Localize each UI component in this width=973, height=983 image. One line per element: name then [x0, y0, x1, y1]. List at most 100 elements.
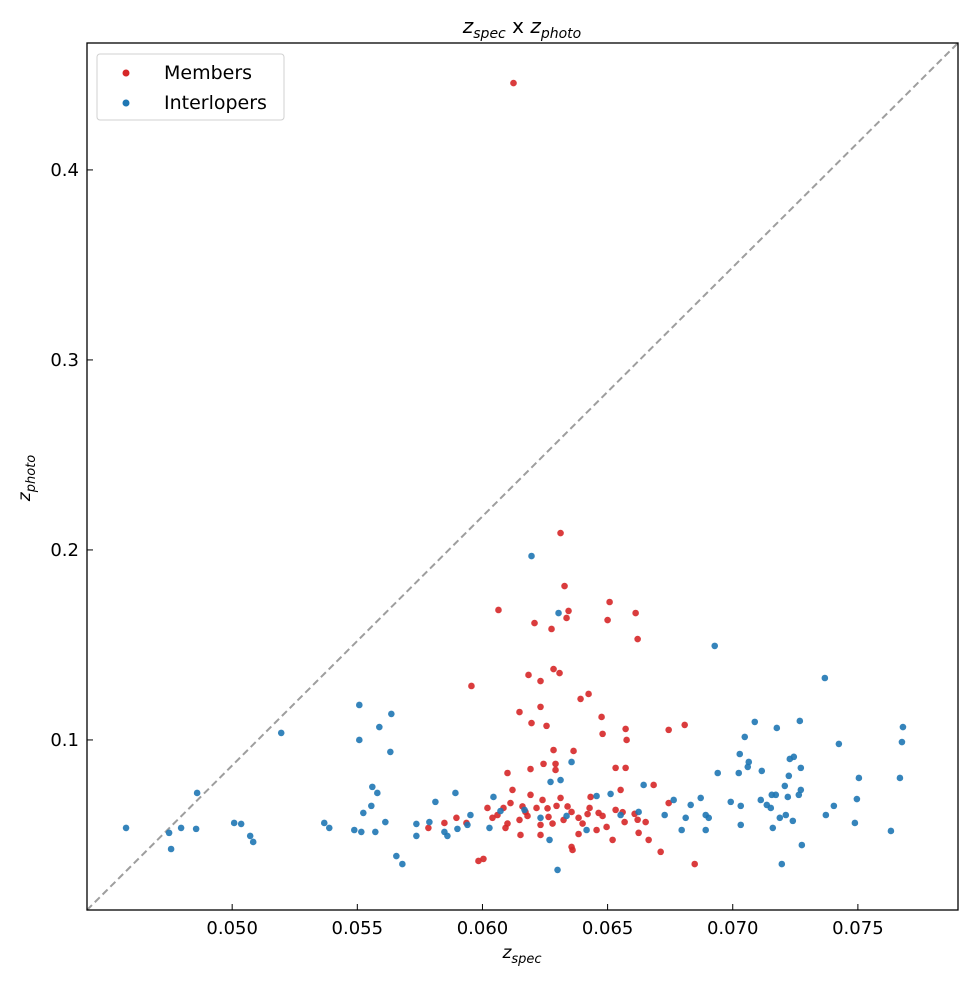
data-point-members — [504, 820, 511, 827]
data-point-interlopers — [744, 763, 752, 771]
data-point-interlopers — [781, 782, 789, 790]
data-point-members — [598, 713, 605, 721]
x-tick-label: 0.070 — [707, 918, 759, 939]
data-point-interlopers — [896, 774, 904, 782]
data-point-interlopers — [821, 674, 829, 682]
data-point-interlopers — [855, 774, 863, 782]
data-point-members — [599, 812, 606, 820]
data-point-members — [584, 810, 591, 818]
data-point-members — [665, 799, 672, 807]
data-point-interlopers — [769, 824, 777, 832]
data-point-members — [585, 690, 592, 698]
data-point-members — [642, 818, 649, 826]
data-point-interlopers — [797, 764, 805, 772]
axis-ticks: 0.050 0.055 0.060 0.065 0.070 0.075 0.1 0.2 0.3 0… — [50, 160, 883, 939]
data-point-interlopers — [887, 827, 895, 835]
data-point-interlopers — [360, 809, 367, 817]
data-point-members — [507, 799, 514, 807]
data-point-interlopers — [374, 789, 381, 797]
data-point-interlopers — [376, 723, 383, 731]
data-point-interlopers — [635, 808, 642, 816]
data-point-interlopers — [822, 811, 830, 819]
data-point-members — [612, 764, 619, 772]
data-point-interlopers — [705, 814, 713, 822]
data-point-members — [453, 814, 460, 822]
data-point-members — [549, 820, 556, 827]
data-point-interlopers — [714, 769, 722, 777]
data-point-interlopers — [426, 818, 433, 826]
data-point-interlopers — [413, 820, 420, 828]
data-point-interlopers — [661, 811, 668, 819]
data-point-members — [622, 764, 629, 772]
data-point-interlopers — [757, 796, 765, 804]
data-point-interlopers — [393, 852, 400, 860]
data-point-members — [552, 760, 559, 768]
data-point-interlopers — [796, 717, 804, 725]
data-point-interlopers — [697, 794, 705, 802]
data-point-interlopers — [382, 818, 389, 826]
data-point-members — [537, 831, 544, 839]
data-point-members — [516, 816, 523, 824]
data-point-interlopers — [776, 814, 784, 822]
data-point-members — [484, 804, 491, 812]
data-point-interlopers — [687, 801, 694, 809]
data-point-interlopers — [246, 832, 254, 840]
data-point-interlopers — [467, 811, 474, 819]
data-point-interlopers — [678, 826, 685, 834]
data-point-interlopers — [399, 860, 406, 868]
data-point-interlopers — [557, 776, 564, 784]
data-point-members — [552, 766, 559, 774]
data-point-members — [621, 818, 628, 826]
data-point-members — [527, 765, 534, 773]
data-point-members — [557, 529, 564, 537]
data-point-members — [603, 823, 610, 831]
data-point-interlopers — [583, 826, 590, 834]
data-point-members — [575, 814, 582, 822]
data-point-members — [480, 855, 487, 863]
data-point-interlopers — [521, 806, 528, 814]
data-point-interlopers — [249, 838, 257, 846]
y-tick-label: 0.3 — [50, 350, 79, 371]
data-point-interlopers — [711, 642, 719, 650]
data-point-members — [617, 786, 624, 794]
series-interlopers — [122, 552, 907, 874]
data-point-interlopers — [356, 736, 363, 744]
data-point-interlopers — [607, 790, 614, 798]
data-point-interlopers — [640, 781, 647, 789]
data-point-members — [612, 806, 619, 814]
data-point-members — [575, 830, 582, 838]
data-point-interlopers — [325, 824, 333, 832]
data-point-members — [577, 695, 584, 703]
x-tick-label: 0.055 — [332, 918, 384, 939]
data-point-members — [634, 816, 641, 824]
data-point-interlopers — [795, 791, 803, 799]
data-point-members — [569, 846, 576, 854]
data-point-members — [587, 793, 594, 801]
data-point-members — [545, 813, 552, 821]
data-point-members — [544, 805, 551, 812]
data-point-members — [509, 786, 516, 794]
data-point-interlopers — [358, 828, 365, 836]
data-point-interlopers — [554, 866, 561, 874]
data-point-interlopers — [682, 814, 689, 822]
data-point-members — [525, 671, 532, 679]
data-point-interlopers — [737, 802, 745, 810]
y-axis-label: zphoto — [15, 455, 39, 502]
x-tick-label: 0.065 — [582, 918, 634, 939]
data-point-members — [691, 860, 698, 868]
data-point-interlopers — [167, 845, 175, 853]
data-point-interlopers — [798, 841, 806, 849]
data-point-interlopers — [899, 723, 907, 731]
data-point-members — [537, 677, 544, 685]
legend: Members Interlopers — [96, 53, 285, 121]
data-point-members — [606, 598, 613, 606]
legend-box — [96, 53, 285, 121]
data-point-members — [635, 829, 642, 837]
data-point-interlopers — [702, 826, 710, 834]
data-point-members — [579, 820, 586, 827]
data-point-members — [468, 682, 475, 690]
data-point-interlopers — [372, 828, 379, 836]
y-tick-label: 0.1 — [50, 730, 79, 751]
data-point-interlopers — [736, 750, 744, 758]
data-point-interlopers — [464, 821, 471, 829]
